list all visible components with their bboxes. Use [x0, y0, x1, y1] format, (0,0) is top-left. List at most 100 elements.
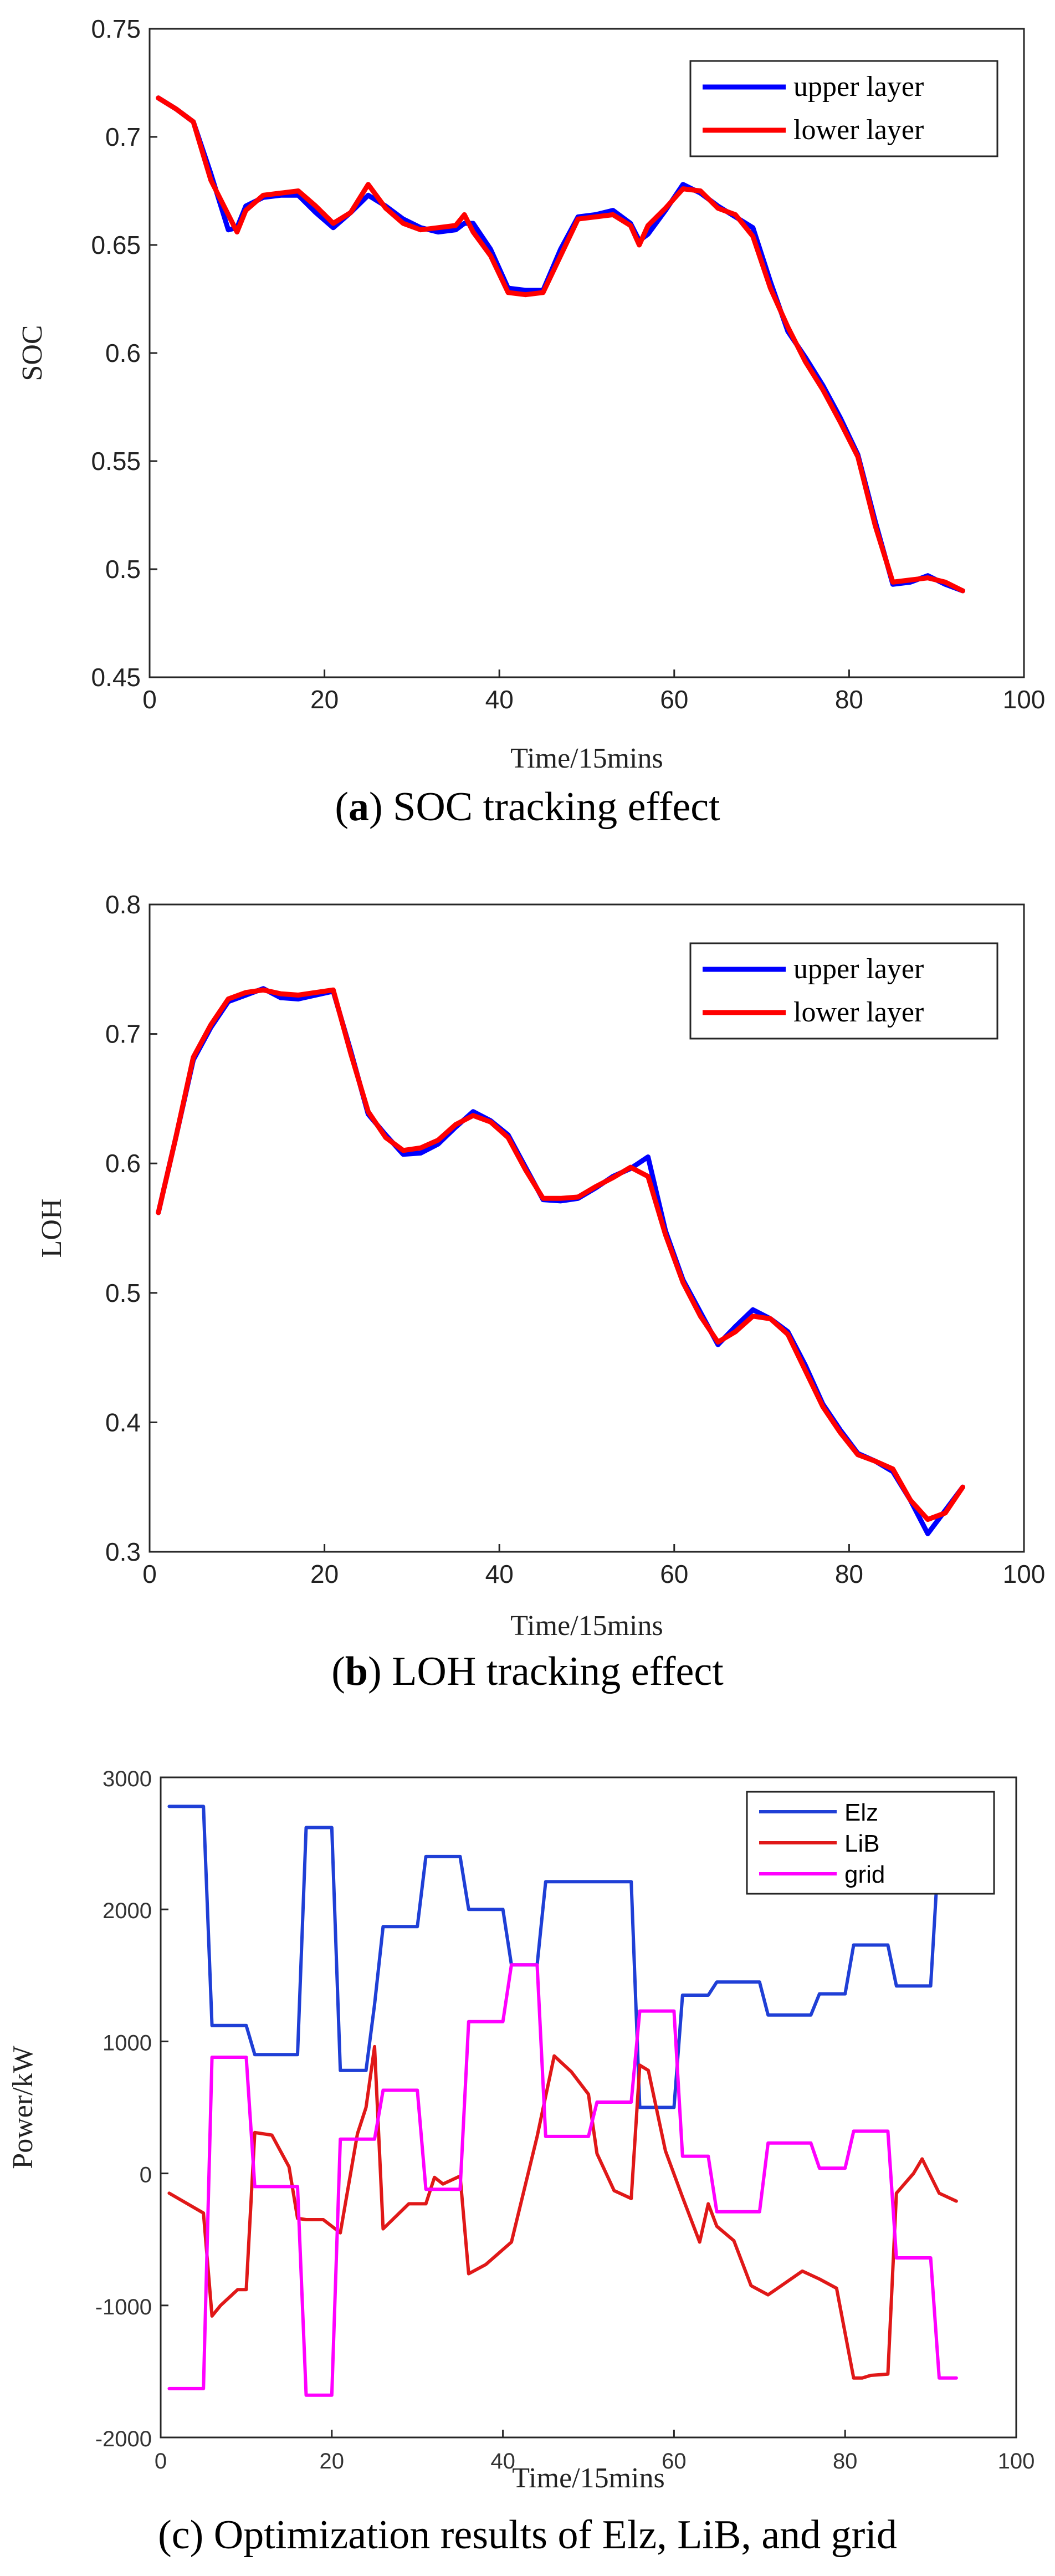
- data-point: [243, 990, 248, 995]
- data-point: [856, 1452, 861, 1457]
- data-point: [646, 223, 651, 228]
- y-tick-label: 0.6: [105, 339, 141, 367]
- soc-chart: 0 20 40 60 80 100 0.45 0.5 0.55 0.6 0.65 0.7 0.75 Ti…: [17, 14, 1045, 774]
- legend-label-upper-layer: upper layer: [793, 953, 924, 985]
- y-tick-label: 0.6: [105, 1149, 141, 1178]
- data-point: [541, 1196, 546, 1201]
- data-point: [925, 1531, 930, 1536]
- data-point: [715, 206, 720, 211]
- caption-text: LOH tracking effect: [392, 1649, 724, 1694]
- x-tick-label: 20: [320, 2449, 345, 2473]
- data-point: [243, 208, 248, 213]
- y-tick-label: 0.45: [91, 663, 141, 692]
- data-point: [873, 524, 878, 528]
- legend-box: [689, 60, 998, 157]
- x-tick-label: 80: [833, 2449, 858, 2473]
- data-point: [313, 210, 318, 215]
- y-axis-label: Power/kW: [7, 2046, 39, 2169]
- caption-text: SOC tracking effect: [393, 784, 720, 830]
- y-tick-label: 0.65: [91, 231, 141, 259]
- legend: upper layer lower layer: [689, 60, 998, 157]
- data-point: [296, 188, 301, 193]
- data-point: [523, 288, 528, 293]
- y-tick-label: 3000: [103, 1767, 152, 1791]
- x-tick-label: 60: [660, 685, 688, 714]
- data-point: [803, 1368, 808, 1373]
- series-lines: [156, 986, 965, 1536]
- legend-label-elz: Elz: [844, 1799, 878, 1826]
- data-point: [296, 996, 301, 1001]
- data-point: [331, 988, 336, 993]
- data-point: [821, 1404, 826, 1409]
- data-point: [558, 253, 563, 258]
- data-point: [191, 1055, 196, 1060]
- data-point: [453, 1122, 458, 1127]
- data-point: [733, 1329, 738, 1334]
- data-point: [785, 325, 790, 330]
- data-point: [470, 1109, 475, 1114]
- data-point: [750, 1313, 755, 1318]
- y-tick-label: 0.7: [105, 122, 141, 151]
- y-axis-label: LOH: [36, 1199, 68, 1258]
- data-point: [873, 1459, 878, 1464]
- x-tick-label: 40: [485, 1560, 514, 1588]
- series-line-elz: [167, 1805, 958, 2109]
- data-point: [313, 990, 318, 995]
- data-point: [856, 454, 861, 459]
- series-lines: [156, 95, 965, 594]
- data-point: [505, 1135, 510, 1140]
- data-point: [462, 212, 467, 217]
- data-point: [401, 1148, 406, 1153]
- y-tick-label: 0.3: [105, 1537, 141, 1566]
- data-point: [943, 580, 948, 585]
- legend-label-upper-layer: upper layer: [793, 71, 924, 103]
- data-point: [593, 1184, 598, 1189]
- caption-letter: a: [349, 784, 370, 830]
- data-point: [925, 575, 930, 580]
- caption-b: (b) LOH tracking effect: [331, 1649, 724, 1694]
- y-tick-label: 0.75: [91, 14, 141, 43]
- y-tick-label: 0.5: [105, 555, 141, 584]
- data-point: [628, 1165, 633, 1170]
- data-point: [663, 1232, 668, 1237]
- data-point: [576, 1194, 581, 1199]
- data-point: [576, 217, 581, 222]
- data-point: [470, 229, 475, 234]
- plot-frame: [148, 903, 1025, 1553]
- x-tick-label: 60: [660, 1560, 688, 1588]
- data-point: [453, 223, 458, 228]
- data-point: [750, 225, 755, 230]
- data-point: [313, 203, 318, 208]
- data-point: [296, 993, 301, 998]
- plot-area-b: 0 20 40 60 80 100 0.3 0.4 0.5 0.6 0.7 0.8: [105, 890, 1045, 1588]
- data-point: [348, 210, 353, 215]
- x-axis-label: Time/15mins: [510, 1610, 663, 1642]
- data-point: [698, 188, 703, 193]
- y-tick-label: 0.4: [105, 1408, 141, 1437]
- data-point: [418, 227, 423, 232]
- data-point: [436, 225, 441, 230]
- data-point: [680, 1280, 685, 1285]
- data-point: [226, 227, 231, 232]
- series-lines: [167, 1805, 958, 2397]
- data-point: [226, 212, 231, 217]
- caption-letter: c: [171, 2512, 190, 2558]
- x-tick-label: 80: [835, 1560, 863, 1588]
- data-point: [908, 1497, 913, 1502]
- data-point: [453, 227, 458, 232]
- axis-ticks: 0 20 40 60 80 100 -2000 -1000 0 1000 2000 3000: [95, 1767, 1035, 2473]
- y-tick-label: -1000: [95, 2295, 152, 2319]
- data-point: [226, 996, 231, 1001]
- data-point: [715, 1340, 720, 1345]
- data-point: [611, 1175, 616, 1180]
- data-point: [908, 577, 913, 582]
- data-point: [890, 580, 895, 585]
- plot-area-c: 0 20 40 60 80 100 -2000 -1000 0 1000 2000 3000: [95, 1767, 1035, 2473]
- data-point: [401, 221, 406, 226]
- data-point: [558, 1196, 563, 1201]
- data-point: [628, 223, 633, 228]
- data-point: [637, 243, 642, 247]
- x-tick-label: 20: [310, 685, 339, 714]
- data-point: [680, 182, 685, 187]
- data-point: [680, 186, 685, 191]
